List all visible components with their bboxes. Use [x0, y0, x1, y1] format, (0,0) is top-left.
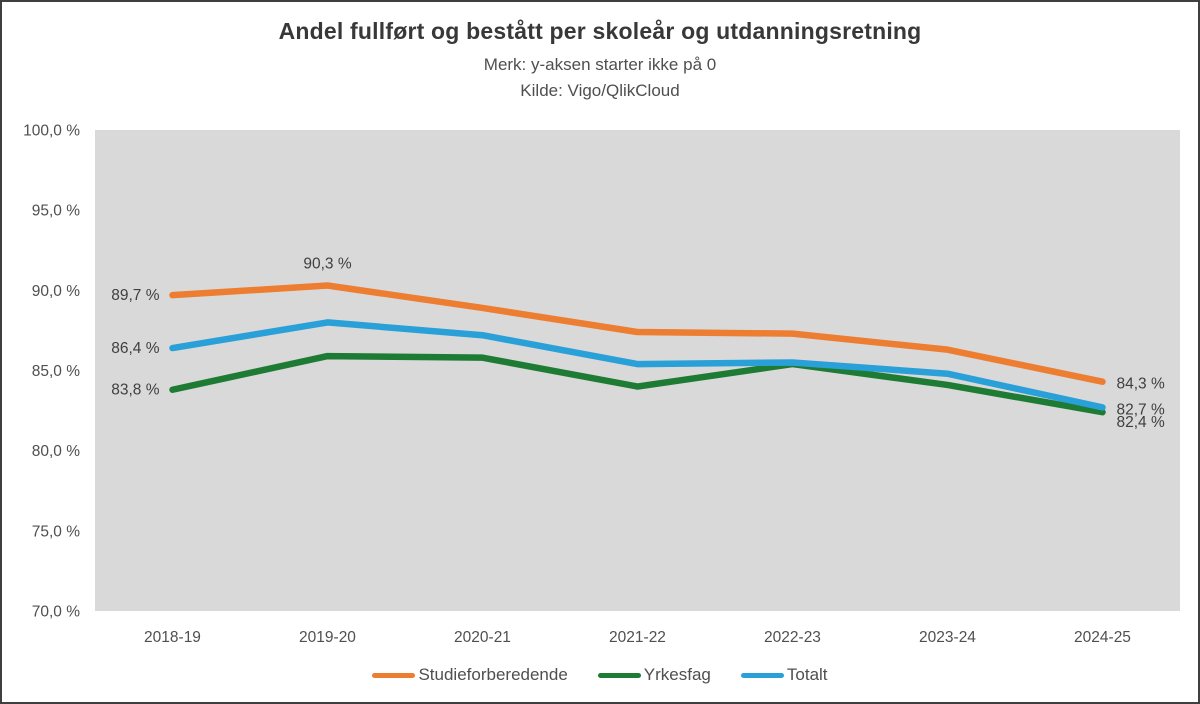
y-axis-tick-label: 70,0 % — [32, 604, 80, 621]
legend-swatch — [597, 672, 641, 678]
y-axis-tick-label: 75,0 % — [32, 523, 80, 540]
data-label: 86,4 % — [111, 340, 159, 357]
y-axis-tick-label: 100,0 % — [23, 123, 80, 140]
legend-label: Studieforberedende — [418, 665, 568, 684]
series-line-yrkesfag — [169, 352, 1106, 416]
data-label: 83,8 % — [111, 382, 159, 399]
x-axis-tick-label: 2024-25 — [1074, 629, 1131, 646]
legend-item-totalt: Totalt — [740, 665, 828, 685]
x-axis-tick-label: 2022-23 — [764, 629, 821, 646]
data-label: 89,7 % — [111, 287, 159, 304]
legend-swatch — [740, 672, 784, 678]
data-label: 82,7 % — [1117, 401, 1165, 418]
chart-subtitle-note: Merk: y-aksen starter ikke på 0 — [483, 55, 717, 74]
data-label: 90,3 % — [303, 256, 351, 273]
legend-item-yrkesfag: Yrkesfag — [597, 665, 711, 685]
y-axis-tick-label: 85,0 % — [32, 363, 80, 380]
chart-title: Andel fullført og bestått per skoleår og… — [278, 18, 922, 44]
x-axis-tick-label: 2020-21 — [454, 629, 511, 646]
data-label: 84,3 % — [1117, 376, 1165, 393]
chart-legend: Studieforberedende Yrkesfag Totalt — [2, 665, 1198, 685]
x-axis-tick-label: 2021-22 — [609, 629, 666, 646]
legend-label: Yrkesfag — [643, 665, 711, 684]
y-axis-tick-label: 95,0 % — [32, 203, 80, 220]
legend-item-studieforberedende: Studieforberedende — [372, 665, 568, 685]
legend-label: Totalt — [786, 665, 828, 684]
data-label: 82,4 % — [1117, 414, 1165, 431]
series-line-studieforberedende — [169, 282, 1106, 385]
series-line-totalt — [169, 319, 1106, 411]
x-axis-tick-label: 2019-20 — [299, 629, 356, 646]
chart-subtitle-source: Kilde: Vigo/QlikCloud — [520, 81, 680, 100]
y-axis-tick-label: 80,0 % — [32, 443, 80, 460]
legend-swatch — [372, 672, 416, 678]
x-axis-tick-label: 2023-24 — [919, 629, 976, 646]
x-axis-tick-label: 2018-19 — [144, 629, 201, 646]
y-axis-tick-label: 90,0 % — [32, 283, 80, 300]
